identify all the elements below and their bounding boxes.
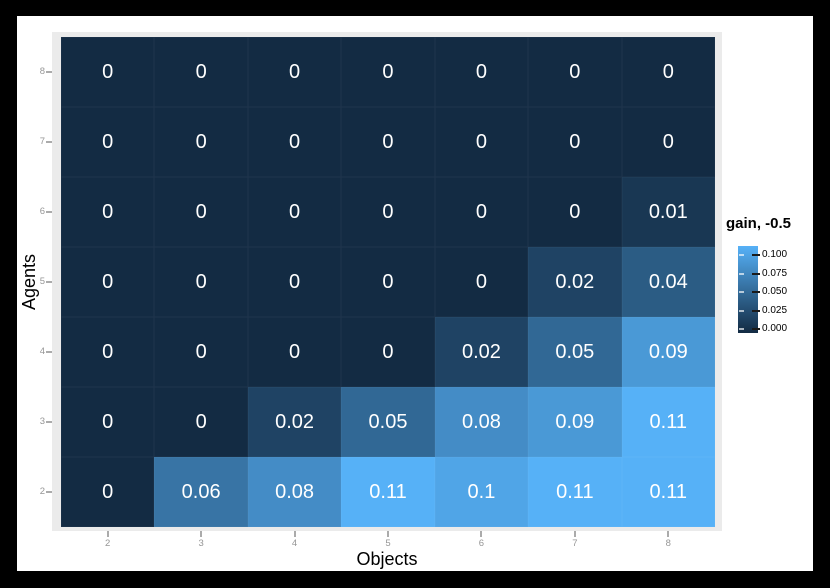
heatmap-cell: 0.05 xyxy=(341,387,435,457)
heatmap-cell: 0.02 xyxy=(528,247,622,317)
y-axis-title: Agents xyxy=(19,253,39,311)
heatmap-cell: 0 xyxy=(434,177,529,247)
x-axis-title: Objects xyxy=(356,549,418,569)
y-axis-tick xyxy=(46,491,52,493)
heatmap-cell: 0 xyxy=(434,37,529,107)
x-axis-tick-label: 4 xyxy=(291,538,298,549)
y-axis-tick-label: 6 xyxy=(39,206,45,217)
legend-tick-label: 0.050 xyxy=(762,286,788,297)
heatmap-cell: 0.06 xyxy=(154,457,248,527)
heatmap-cell: 0 xyxy=(154,107,248,177)
x-axis-tick xyxy=(573,531,576,537)
x-axis-tick-label: 8 xyxy=(665,538,671,549)
legend-tick xyxy=(739,328,744,330)
heatmap-cell: 0 xyxy=(434,107,529,177)
legend-tick-label: 0.075 xyxy=(762,267,788,279)
y-axis-tick xyxy=(46,351,52,353)
heatmap-cell: 0 xyxy=(528,107,622,177)
heatmap-cell: 0.04 xyxy=(621,247,715,317)
legend-tick xyxy=(739,291,744,293)
x-axis-tick-label: 3 xyxy=(198,538,204,549)
x-axis-tick-label: 5 xyxy=(385,538,391,549)
y-axis-tick-label: 3 xyxy=(39,416,45,427)
heatmap-cell: 0 xyxy=(341,177,435,247)
heatmap-cell: 0 xyxy=(154,37,248,107)
legend-tick xyxy=(752,328,760,330)
heatmap-cell: 0 xyxy=(341,37,435,107)
heatmap-cell: 0 xyxy=(61,457,155,527)
x-axis-tick-label: 2 xyxy=(105,538,111,549)
y-axis-tick-label: 4 xyxy=(39,346,45,357)
heatmap-cell: 0.11 xyxy=(621,457,715,527)
x-axis-tick xyxy=(293,531,296,537)
legend-tick xyxy=(739,254,744,256)
y-axis-tick-label: 8 xyxy=(39,66,45,77)
heatmap-cell: 0 xyxy=(61,387,155,457)
heatmap-cell: 0.11 xyxy=(341,457,435,527)
legend-title: gain, -0.5 xyxy=(726,215,792,232)
heatmap-cell: 0 xyxy=(61,107,155,177)
heatmap-cell: 0 xyxy=(247,37,342,107)
heatmap-cell: 0 xyxy=(154,177,248,247)
heatmap-cell: 0.11 xyxy=(621,387,715,457)
heatmap-cell: 0 xyxy=(247,107,342,177)
heatmap-cell: 0 xyxy=(154,387,248,457)
x-axis-tick xyxy=(387,531,389,537)
heatmap-cell: 0 xyxy=(528,37,622,107)
x-axis-tick-label: 7 xyxy=(572,538,578,549)
heatmap-cell: 0.11 xyxy=(528,457,622,527)
y-axis-tick xyxy=(46,211,52,213)
heatmap-cell: 0.08 xyxy=(434,387,529,457)
legend-tick xyxy=(752,291,760,293)
x-axis-tick-label: 6 xyxy=(478,538,485,549)
legend-tick-label: 0.100 xyxy=(762,249,788,260)
heatmap-cell: 0 xyxy=(247,177,342,247)
x-axis-tick xyxy=(200,531,203,537)
heatmap-cell: 0 xyxy=(61,37,155,107)
legend-tick xyxy=(752,272,760,275)
heatmap-cell: 0 xyxy=(61,317,155,387)
y-axis-tick xyxy=(46,281,52,283)
y-axis-tick-label: 2 xyxy=(39,486,45,497)
heatmap-cell: 0 xyxy=(247,317,342,387)
heatmap-cell: 0 xyxy=(154,317,248,387)
legend-tick-label: 0.025 xyxy=(762,304,788,316)
heatmap-cell: 0 xyxy=(434,247,529,317)
heatmap-cell: 0 xyxy=(341,317,435,387)
legend-tick-label: 0.000 xyxy=(762,323,788,334)
heatmap-cell: 0.09 xyxy=(621,317,715,387)
heatmap-cell: 0.08 xyxy=(247,457,342,527)
heatmap-cell: 0 xyxy=(341,107,435,177)
x-axis-tick xyxy=(667,531,670,537)
legend-tick xyxy=(752,309,760,312)
heatmap-cell: 0 xyxy=(247,247,342,317)
x-axis-tick xyxy=(480,531,483,537)
y-axis-tick-label: 7 xyxy=(39,136,45,147)
heatmap-cell: 0.05 xyxy=(528,317,622,387)
heatmap-grid: 0 0 0 0 0 0 0 0 0 0 0 0 0 0 0 0 0 0 0 0 0.01 0 0 0 0 0 0.02 0.04 0 0 0… xyxy=(61,37,715,527)
heatmap-cell: 0 xyxy=(154,247,248,317)
heatmap-cell: 0.01 xyxy=(621,177,715,247)
x-axis-tick xyxy=(106,531,109,537)
y-axis-tick-label: 5 xyxy=(39,276,45,287)
heatmap-cell: 0 xyxy=(341,247,435,317)
legend-tick xyxy=(739,309,744,312)
heatmap-cell: 0.02 xyxy=(247,387,342,457)
heatmap-cell: 0 xyxy=(61,177,155,247)
legend-tick xyxy=(739,272,744,275)
y-axis-tick xyxy=(46,141,52,143)
heatmap-cell: 0.02 xyxy=(434,317,529,387)
heatmap-cell: 0 xyxy=(528,177,622,247)
y-axis-tick xyxy=(46,71,52,73)
heatmap-cell: 0.09 xyxy=(528,387,622,457)
heatmap-cell: 0 xyxy=(621,107,715,177)
heatmap-cell: 0.1 xyxy=(434,457,529,527)
y-axis-tick xyxy=(46,421,52,423)
legend-colorbar xyxy=(738,246,758,333)
legend-tick xyxy=(752,254,760,256)
heatmap-cell: 0 xyxy=(621,37,715,107)
heatmap-cell: 0 xyxy=(61,247,155,317)
